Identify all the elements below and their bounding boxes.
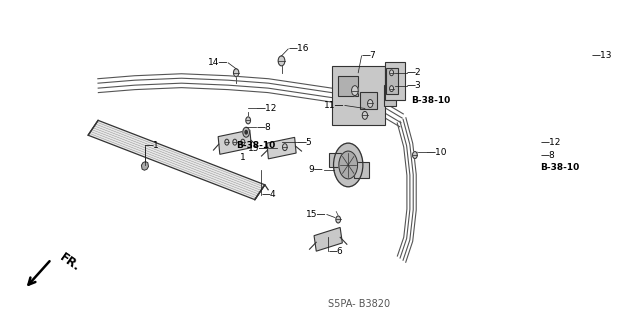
Polygon shape xyxy=(332,66,385,125)
Polygon shape xyxy=(141,162,148,170)
Polygon shape xyxy=(329,153,341,167)
Polygon shape xyxy=(314,228,342,251)
Text: —10: —10 xyxy=(427,148,447,156)
Circle shape xyxy=(527,155,534,165)
Circle shape xyxy=(245,131,247,134)
Circle shape xyxy=(233,139,237,145)
Polygon shape xyxy=(88,120,265,200)
Circle shape xyxy=(413,152,417,158)
Polygon shape xyxy=(218,130,252,154)
Text: 15—: 15— xyxy=(307,210,327,219)
Text: 1: 1 xyxy=(240,153,246,162)
Text: —3: —3 xyxy=(407,81,422,90)
Circle shape xyxy=(243,127,250,137)
Circle shape xyxy=(390,86,394,92)
Text: 15—: 15— xyxy=(248,144,268,153)
Text: —5: —5 xyxy=(298,138,312,147)
Text: —6: —6 xyxy=(328,247,343,256)
Circle shape xyxy=(246,117,250,124)
Text: —12: —12 xyxy=(540,138,561,147)
Circle shape xyxy=(390,70,394,76)
Text: B-38-10: B-38-10 xyxy=(236,140,275,150)
Circle shape xyxy=(529,145,534,152)
Polygon shape xyxy=(354,162,369,178)
Text: —4: —4 xyxy=(262,190,276,199)
Text: S5PA- B3820: S5PA- B3820 xyxy=(328,299,390,309)
Text: B-38-10: B-38-10 xyxy=(540,164,580,172)
Circle shape xyxy=(351,86,358,96)
Circle shape xyxy=(282,144,287,151)
Text: —8: —8 xyxy=(256,123,271,132)
Polygon shape xyxy=(384,85,396,107)
Circle shape xyxy=(278,56,285,66)
Text: B-38-10: B-38-10 xyxy=(412,96,451,105)
Polygon shape xyxy=(385,68,397,93)
Circle shape xyxy=(579,62,584,69)
Polygon shape xyxy=(267,137,296,159)
Text: 9—: 9— xyxy=(308,165,324,174)
Text: —8: —8 xyxy=(540,150,555,160)
Circle shape xyxy=(336,216,340,223)
Text: —13: —13 xyxy=(591,52,612,60)
Text: —1: —1 xyxy=(145,140,159,150)
Text: 11—: 11— xyxy=(324,101,345,110)
Text: 14—: 14— xyxy=(208,58,228,67)
Circle shape xyxy=(234,69,239,77)
Circle shape xyxy=(529,158,531,162)
Circle shape xyxy=(333,143,363,187)
Circle shape xyxy=(367,100,373,108)
Circle shape xyxy=(225,139,229,145)
Text: —7: —7 xyxy=(362,52,376,60)
Polygon shape xyxy=(338,76,358,96)
Circle shape xyxy=(362,111,367,119)
Circle shape xyxy=(241,139,245,145)
Circle shape xyxy=(339,151,358,179)
Text: —12: —12 xyxy=(257,104,277,113)
Text: —16: —16 xyxy=(288,44,308,53)
Text: —2: —2 xyxy=(407,68,422,77)
Polygon shape xyxy=(385,62,405,100)
Polygon shape xyxy=(360,92,376,109)
Text: FR.: FR. xyxy=(57,251,82,274)
